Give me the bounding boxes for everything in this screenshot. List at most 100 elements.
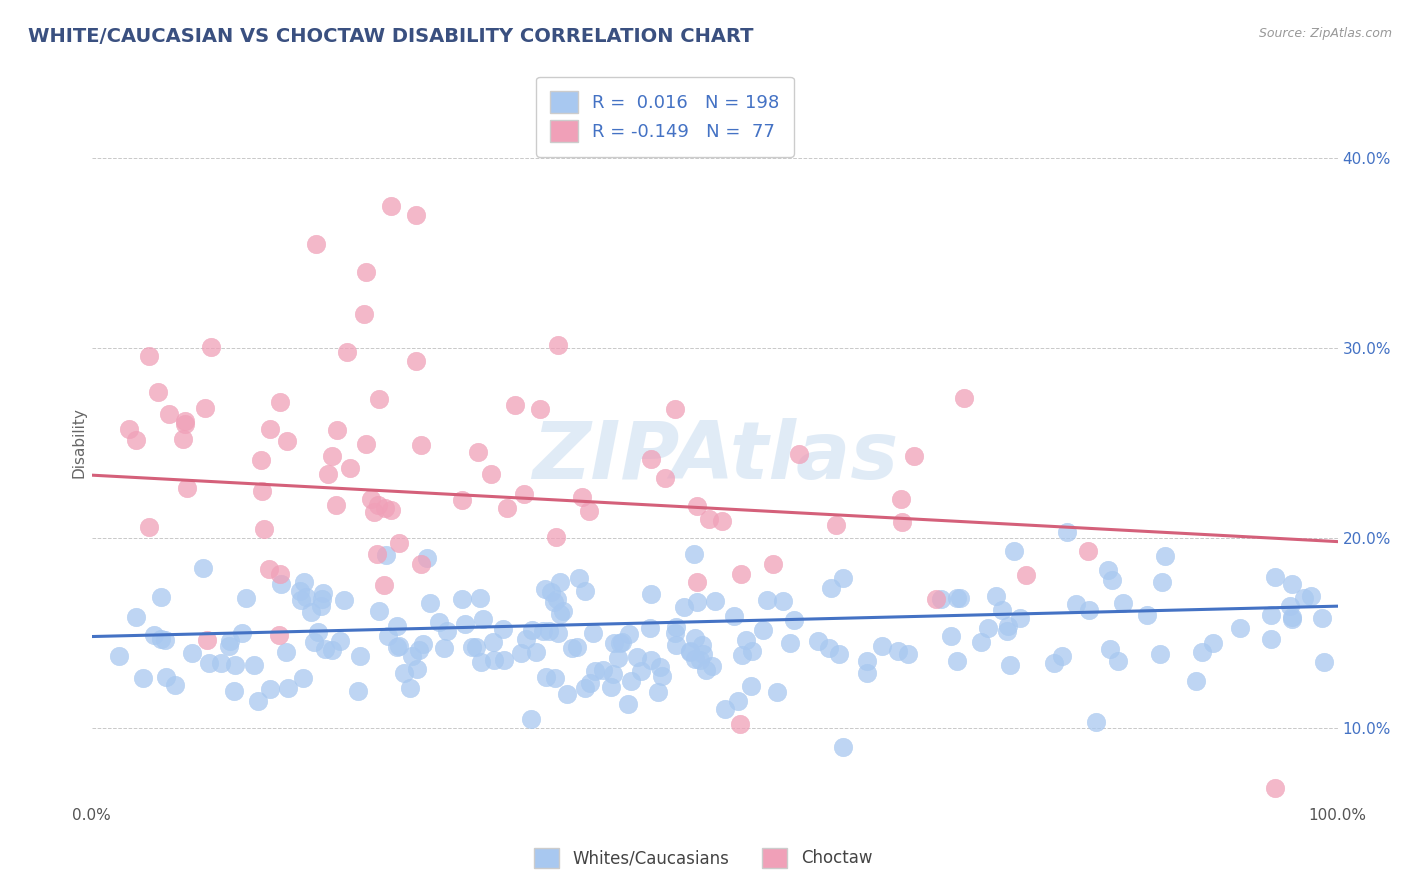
Point — [1042, 656, 1064, 670]
Point — [766, 685, 789, 699]
Point — [832, 739, 855, 754]
Point — [664, 401, 686, 416]
Point — [970, 635, 993, 649]
Point — [176, 481, 198, 495]
Point — [1008, 611, 1031, 625]
Point — [683, 632, 706, 646]
Point — [529, 401, 551, 416]
Point — [827, 647, 849, 661]
Point — [711, 514, 734, 528]
Point — [385, 640, 408, 654]
Point — [467, 444, 489, 458]
Point — [336, 345, 359, 359]
Point — [1299, 590, 1322, 604]
Point — [555, 687, 578, 701]
Point — [269, 395, 291, 409]
Point — [1098, 642, 1121, 657]
Point — [984, 589, 1007, 603]
Point — [820, 581, 842, 595]
Point — [544, 671, 567, 685]
Point — [654, 471, 676, 485]
Point — [253, 522, 276, 536]
Point — [740, 679, 762, 693]
Point — [1101, 573, 1123, 587]
Point — [515, 632, 537, 646]
Point — [1097, 562, 1119, 576]
Point — [257, 562, 280, 576]
Point — [259, 422, 281, 436]
Point — [731, 648, 754, 662]
Point — [194, 401, 217, 415]
Point — [578, 676, 600, 690]
Point — [235, 591, 257, 605]
Legend: R =  0.016   N = 198, R = -0.149   N =  77: R = 0.016 N = 198, R = -0.149 N = 77 — [536, 77, 794, 157]
Text: WHITE/CAUCASIAN VS CHOCTAW DISABILITY CORRELATION CHART: WHITE/CAUCASIAN VS CHOCTAW DISABILITY CO… — [28, 27, 754, 45]
Point — [609, 636, 631, 650]
Point — [394, 665, 416, 680]
Point — [620, 674, 643, 689]
Point — [544, 530, 567, 544]
Point — [730, 566, 752, 581]
Point — [200, 340, 222, 354]
Point — [309, 599, 332, 613]
Point — [1150, 574, 1173, 589]
Point — [762, 557, 785, 571]
Point — [548, 574, 571, 589]
Point — [399, 681, 422, 696]
Point — [520, 712, 543, 726]
Point — [1281, 610, 1303, 624]
Point — [380, 503, 402, 517]
Point — [648, 659, 671, 673]
Point — [728, 717, 751, 731]
Point — [685, 595, 707, 609]
Point — [1184, 673, 1206, 688]
Point — [995, 624, 1018, 638]
Point — [543, 595, 565, 609]
Point — [299, 605, 322, 619]
Point — [1064, 597, 1087, 611]
Point — [312, 586, 335, 600]
Point — [138, 520, 160, 534]
Point — [406, 662, 429, 676]
Point — [1279, 599, 1302, 613]
Point — [1229, 621, 1251, 635]
Point — [219, 633, 242, 648]
Point — [524, 645, 547, 659]
Point — [689, 652, 711, 666]
Point — [679, 645, 702, 659]
Point — [368, 604, 391, 618]
Point — [630, 664, 652, 678]
Point — [269, 567, 291, 582]
Point — [568, 571, 591, 585]
Point — [288, 584, 311, 599]
Point — [664, 626, 686, 640]
Point — [311, 592, 333, 607]
Point — [647, 684, 669, 698]
Point — [321, 449, 343, 463]
Point — [427, 615, 450, 630]
Point — [561, 640, 583, 655]
Point — [388, 639, 411, 653]
Point — [640, 587, 662, 601]
Point — [405, 353, 427, 368]
Point — [453, 616, 475, 631]
Point — [787, 446, 810, 460]
Y-axis label: Disability: Disability — [72, 408, 86, 478]
Point — [665, 638, 688, 652]
Point — [547, 337, 569, 351]
Point — [723, 609, 745, 624]
Point — [509, 646, 531, 660]
Point — [118, 422, 141, 436]
Point — [1154, 549, 1177, 563]
Point — [195, 633, 218, 648]
Point — [953, 392, 976, 406]
Point — [825, 517, 848, 532]
Point — [574, 681, 596, 695]
Point — [565, 640, 588, 655]
Point — [1136, 608, 1159, 623]
Point — [316, 467, 339, 482]
Point — [925, 591, 948, 606]
Point — [1050, 649, 1073, 664]
Point — [817, 641, 839, 656]
Point — [612, 634, 634, 648]
